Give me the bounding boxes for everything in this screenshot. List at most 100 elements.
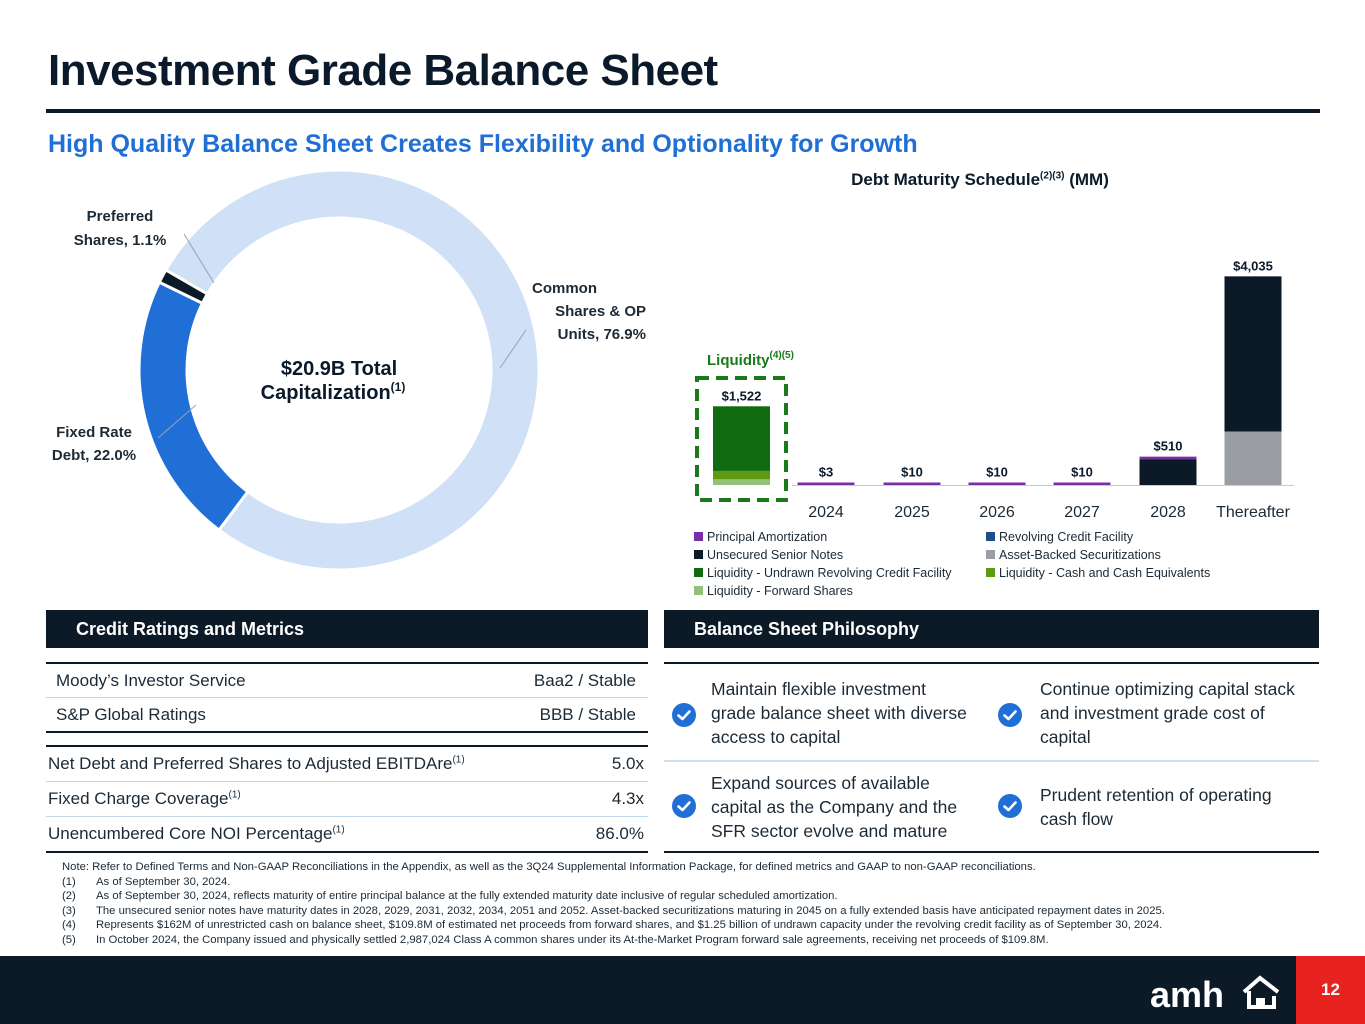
- check-icon: [998, 703, 1022, 727]
- maturity-bar-segment: [797, 482, 855, 485]
- maturity-bar-segment: [1224, 276, 1282, 432]
- svg-text:amh: amh: [1150, 974, 1224, 1015]
- check-icon: [672, 703, 696, 727]
- legend-swatch: [694, 568, 703, 577]
- donut-center-line2: Capitalization(1): [261, 380, 406, 404]
- legend-item: Principal Amortization: [694, 528, 986, 545]
- legend-swatch: [986, 550, 995, 559]
- donut-slice: [157, 267, 210, 306]
- bar-total-label: $4,035: [1233, 258, 1273, 273]
- philosophy-item: Expand sources of available capital as th…: [711, 773, 958, 841]
- bar-total-label: $10: [901, 465, 923, 480]
- liquidity-bar-segment: [713, 470, 770, 480]
- rule: [46, 697, 648, 698]
- footnote: (3) The unsecured senior notes have matur…: [62, 904, 1165, 917]
- slice-label-fixed-1: Fixed Rate: [56, 424, 132, 441]
- maturity-bar-segment: [883, 482, 941, 485]
- x-tick-label: 2027: [1064, 504, 1100, 521]
- title-rule: [46, 109, 1320, 113]
- rule: [46, 781, 648, 782]
- x-tick-label: 2028: [1150, 504, 1186, 521]
- rule: [664, 662, 1319, 664]
- bar-total-label: $510: [1154, 439, 1183, 454]
- rule: [664, 760, 1319, 762]
- rating-value: Baa2 / Stable: [533, 670, 636, 690]
- legend-swatch: [694, 532, 703, 541]
- metric-row: Net Debt and Preferred Shares to Adjuste…: [46, 747, 648, 781]
- philosophy-item: Prudent retention of operating cash flow: [1040, 785, 1272, 829]
- page-title: Investment Grade Balance Sheet: [48, 46, 718, 95]
- metric-label: Unencumbered Core NOI Percentage(1): [48, 824, 345, 843]
- legend-item: Asset-Backed Securitizations: [986, 546, 1286, 563]
- leader-line: [499, 329, 527, 369]
- metric-label: Fixed Charge Coverage(1): [48, 789, 241, 808]
- bar-total-label: $10: [986, 465, 1008, 480]
- philosophy-item: Continue optimizing capital stack and inv…: [1040, 679, 1295, 747]
- footnote: (1) As of September 30, 2024.: [62, 875, 231, 888]
- legend-label: Liquidity - Undrawn Revolving Credit Fac…: [707, 565, 952, 580]
- slice-label-preferred-2: Shares, 1.1%: [74, 232, 167, 249]
- legend-item: Liquidity - Forward Shares: [694, 582, 986, 599]
- liquidity-bar-segment: [713, 479, 770, 485]
- x-tick-label: 2026: [979, 504, 1015, 521]
- rule: [46, 662, 648, 664]
- donut-center-line1: $20.9B Total: [281, 358, 397, 380]
- footnote-intro: Note: Refer to Defined Terms and Non-GAA…: [62, 861, 1036, 873]
- maturity-bar-segment: [1224, 431, 1282, 485]
- leader-line: [183, 233, 215, 284]
- legend-label: Liquidity - Cash and Cash Equivalents: [999, 565, 1211, 580]
- rating-row: S&P Global Ratings BBB / Stable: [46, 698, 648, 731]
- legend-item: Liquidity - Undrawn Revolving Credit Fac…: [694, 564, 986, 581]
- leader-line: [157, 404, 197, 439]
- legend-label: Asset-Backed Securitizations: [999, 547, 1161, 562]
- credit-ratings-heading: Credit Ratings and Metrics: [46, 610, 648, 648]
- x-tick-label: Thereafter: [1216, 504, 1290, 521]
- amh-logo: amh: [1150, 974, 1280, 1015]
- metric-value: 4.3x: [611, 789, 644, 808]
- metric-value: 5.0x: [611, 754, 644, 773]
- maturity-bar-segment: [1053, 482, 1111, 485]
- rule: [46, 731, 648, 733]
- footnotes: Note: Refer to Defined Terms and Non-GAA…: [62, 860, 1352, 947]
- legend-swatch: [694, 550, 703, 559]
- philosophy-heading: Balance Sheet Philosophy: [664, 610, 1319, 648]
- slice-label-preferred-1: Preferred: [87, 208, 154, 225]
- legend-swatch: [986, 568, 995, 577]
- legend-item: Liquidity - Cash and Cash Equivalents: [986, 564, 1286, 581]
- slice-label-common-3: Units, 76.9%: [558, 326, 646, 343]
- rating-row: Moody’s Investor Service Baa2 / Stable: [46, 664, 648, 697]
- x-tick-label: 2024: [808, 504, 844, 521]
- liquidity-dashed-box: [695, 376, 788, 502]
- footnote: (2) As of September 30, 2024, reflects ma…: [62, 890, 838, 902]
- metric-row: Unencumbered Core NOI Percentage(1) 86.0…: [46, 817, 648, 851]
- maturity-bar-segment: [968, 482, 1026, 485]
- legend-label: Revolving Credit Facility: [999, 529, 1134, 544]
- check-icon: [998, 794, 1022, 818]
- bar-total-label: $3: [819, 465, 833, 480]
- metric-value: 86.0%: [595, 824, 644, 843]
- legend-label: Principal Amortization: [707, 529, 828, 544]
- legend-label: Unsecured Senior Notes: [707, 547, 844, 562]
- legend-item: Unsecured Senior Notes: [694, 546, 986, 563]
- rule: [46, 851, 648, 853]
- rule: [664, 851, 1319, 853]
- slice-label-common-2: Shares & OP: [555, 303, 646, 320]
- donut-slice: [137, 280, 250, 533]
- x-tick-label: 2025: [894, 504, 930, 521]
- maturity-bar-segment: [1139, 459, 1197, 485]
- metric-row: Fixed Charge Coverage(1) 4.3x: [46, 782, 648, 816]
- page-subtitle: High Quality Balance Sheet Creates Flexi…: [48, 130, 918, 158]
- metric-label: Net Debt and Preferred Shares to Adjuste…: [48, 754, 465, 773]
- footnote: (4) Represents $162M of unrestricted cash…: [62, 919, 1163, 931]
- footnote: (5) In October 2024, the Company issued a…: [62, 933, 1049, 946]
- philosophy-item: Maintain flexible investment grade balanc…: [711, 679, 967, 747]
- bar-total-label: $10: [1071, 465, 1093, 480]
- debt-maturity-chart-title: Debt Maturity Schedule(2)(3) (MM): [851, 170, 1109, 189]
- capitalization-donut-chart: $20.9B Total Capitalization(1) Common Sh…: [52, 170, 646, 572]
- page-number: 12: [1296, 956, 1365, 1024]
- chart-legend: Principal Amortization Revolving Credit F…: [694, 528, 1294, 599]
- liquidity-label: Liquidity(4)(5): [707, 350, 794, 369]
- slice-label-common-1: Common: [532, 280, 597, 297]
- slice-label-fixed-2: Debt, 22.0%: [52, 447, 136, 464]
- legend-swatch: [986, 532, 995, 541]
